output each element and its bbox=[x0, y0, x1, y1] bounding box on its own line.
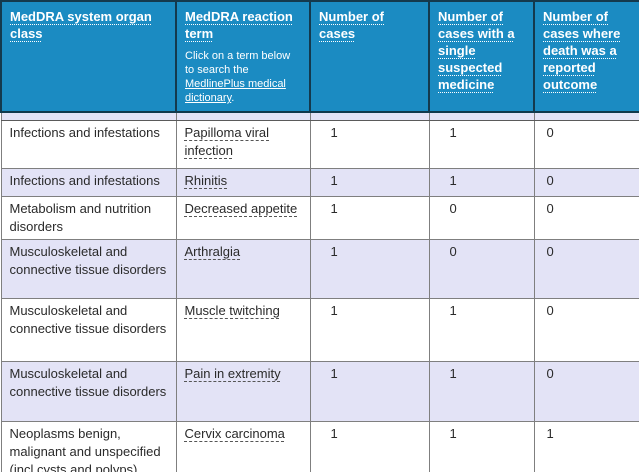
single-medicine-cell: 1 bbox=[428, 420, 535, 472]
term-cell: Rhinitis bbox=[175, 167, 311, 197]
spacer-row-top bbox=[0, 111, 639, 121]
table-row: Metabolism and nutrition disorders Decre… bbox=[0, 195, 639, 240]
reaction-term-link[interactable]: Pain in extremity bbox=[184, 365, 281, 381]
header-soc: MedDRA system organ class bbox=[0, 0, 177, 113]
cases-cell: 1 bbox=[309, 195, 430, 240]
soc-cell: Musculoskeletal and connective tissue di… bbox=[0, 297, 177, 362]
soc-cell: Neoplasms benign, malignant and unspecif… bbox=[0, 420, 177, 472]
table-row: Musculoskeletal and connective tissue di… bbox=[0, 297, 639, 362]
single-medicine-cell: 0 bbox=[428, 195, 535, 240]
reaction-term-link[interactable]: Arthralgia bbox=[184, 243, 241, 259]
cases-cell: 1 bbox=[309, 167, 430, 197]
table-row: Musculoskeletal and connective tissue di… bbox=[0, 238, 639, 299]
header-row: MedDRA system organ class MedDRA reactio… bbox=[0, 0, 639, 113]
death-outcome-cell: 1 bbox=[533, 420, 639, 472]
table-row: Musculoskeletal and connective tissue di… bbox=[0, 360, 639, 422]
note-suffix: . bbox=[231, 92, 235, 104]
single-medicine-cell: 1 bbox=[428, 360, 535, 422]
medlineplus-dictionary-link[interactable]: MedlinePlus medical dictionary bbox=[185, 78, 286, 104]
header-number-of-cases: Number of cases bbox=[309, 0, 430, 113]
reaction-term-link[interactable]: Cervix carcinoma bbox=[184, 425, 285, 441]
single-medicine-cell: 1 bbox=[428, 119, 535, 169]
header-death-outcome: Number of cases where death was a report… bbox=[533, 0, 639, 113]
term-cell: Papilloma viral infection bbox=[175, 119, 311, 169]
term-cell: Pain in extremity bbox=[175, 360, 311, 422]
death-outcome-cell: 0 bbox=[533, 167, 639, 197]
soc-cell: Infections and infestations bbox=[0, 119, 177, 169]
cases-cell: 1 bbox=[309, 297, 430, 362]
reaction-term-link[interactable]: Muscle twitching bbox=[184, 302, 280, 318]
header-reaction-term-link[interactable]: MedDRA reaction term bbox=[185, 9, 293, 41]
header-reaction-note: Click on a term below to search the Medl… bbox=[185, 49, 301, 105]
death-outcome-cell: 0 bbox=[533, 119, 639, 169]
table-row: Infections and infestations Papilloma vi… bbox=[0, 119, 639, 169]
cases-cell: 1 bbox=[309, 360, 430, 422]
death-outcome-cell: 0 bbox=[533, 195, 639, 240]
table-row: Neoplasms benign, malignant and unspecif… bbox=[0, 420, 639, 472]
note-prefix: Click on a term below to search the bbox=[185, 50, 291, 76]
soc-cell: Musculoskeletal and connective tissue di… bbox=[0, 238, 177, 299]
death-outcome-cell: 0 bbox=[533, 360, 639, 422]
term-cell: Muscle twitching bbox=[175, 297, 311, 362]
reaction-term-link[interactable]: Papilloma viral infection bbox=[184, 124, 270, 158]
term-cell: Cervix carcinoma bbox=[175, 420, 311, 472]
header-single-term-link[interactable]: Number of cases with a single suspected … bbox=[438, 9, 515, 92]
reaction-term-link[interactable]: Decreased appetite bbox=[184, 200, 298, 216]
death-outcome-cell: 0 bbox=[533, 238, 639, 299]
header-single-suspected: Number of cases with a single suspected … bbox=[428, 0, 535, 113]
cases-cell: 1 bbox=[309, 119, 430, 169]
header-cases-term-link[interactable]: Number of cases bbox=[319, 9, 384, 41]
table-row: Infections and infestations Rhinitis 1 1… bbox=[0, 167, 639, 197]
soc-cell: Musculoskeletal and connective tissue di… bbox=[0, 360, 177, 422]
header-death-term-link[interactable]: Number of cases where death was a report… bbox=[543, 9, 621, 92]
header-reaction-term: MedDRA reaction term Click on a term bel… bbox=[175, 0, 311, 113]
soc-cell: Metabolism and nutrition disorders bbox=[0, 195, 177, 240]
reaction-term-link[interactable]: Rhinitis bbox=[184, 172, 228, 188]
single-medicine-cell: 1 bbox=[428, 167, 535, 197]
single-medicine-cell: 1 bbox=[428, 297, 535, 362]
term-cell: Arthralgia bbox=[175, 238, 311, 299]
cases-cell: 1 bbox=[309, 238, 430, 299]
header-soc-term-link[interactable]: MedDRA system organ class bbox=[10, 9, 152, 41]
soc-cell: Infections and infestations bbox=[0, 167, 177, 197]
death-outcome-cell: 0 bbox=[533, 297, 639, 362]
single-medicine-cell: 0 bbox=[428, 238, 535, 299]
cases-cell: 1 bbox=[309, 420, 430, 472]
term-cell: Decreased appetite bbox=[175, 195, 311, 240]
